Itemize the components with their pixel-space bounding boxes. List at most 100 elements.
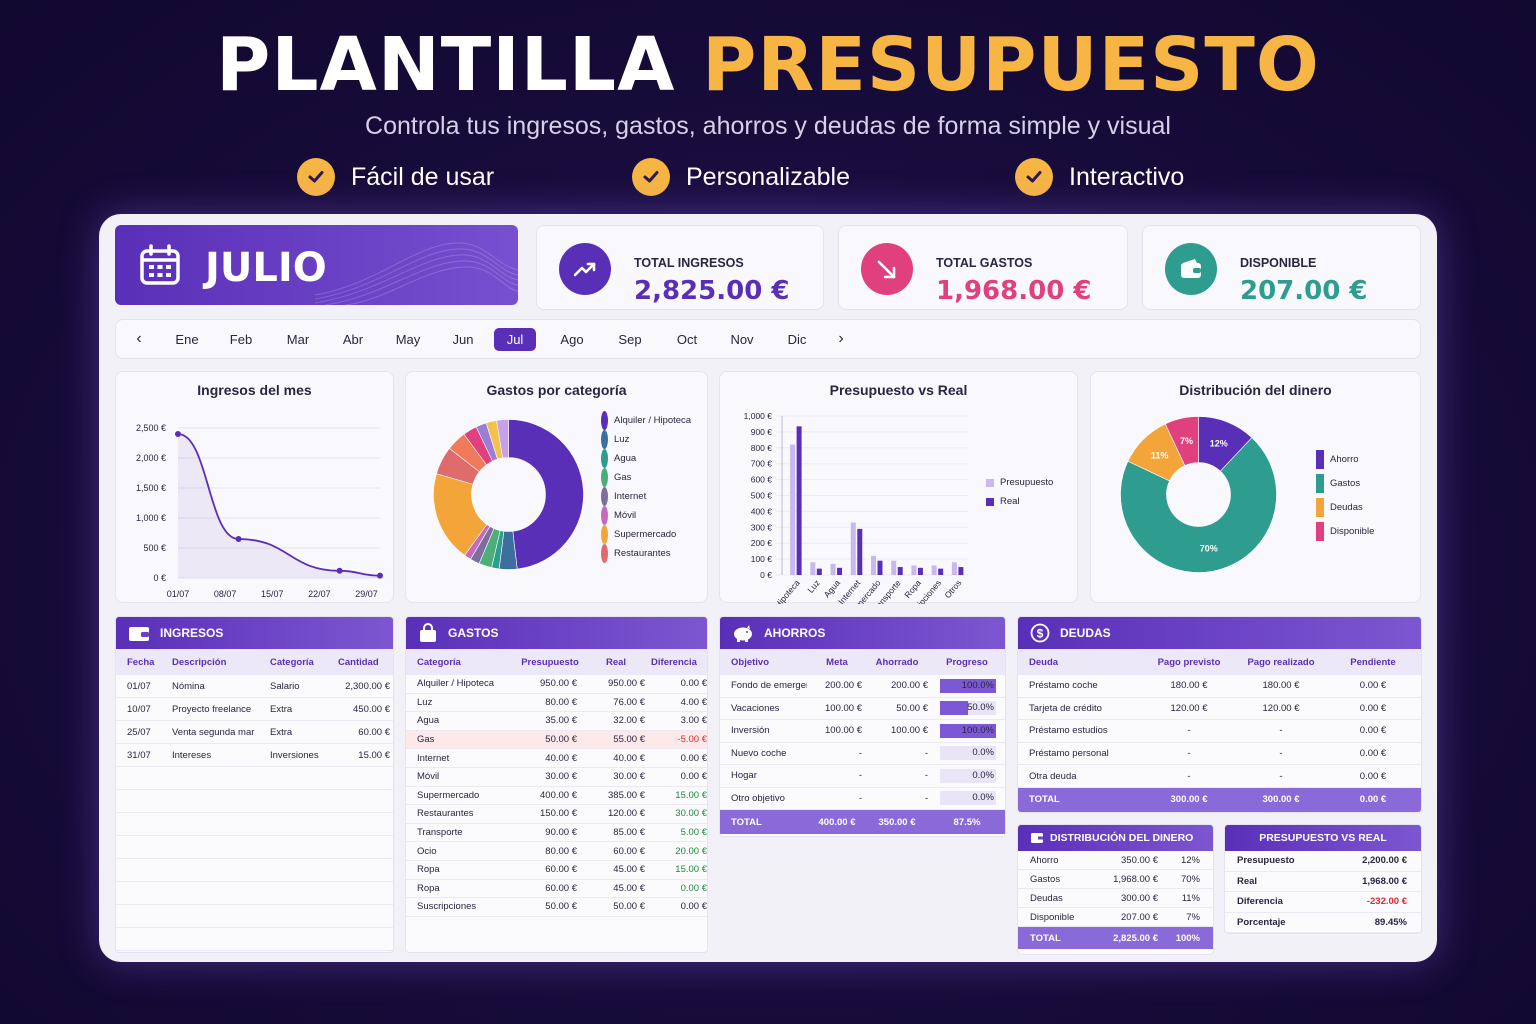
table-cell: - <box>1187 725 1191 737</box>
data-point <box>235 536 242 542</box>
pie-chart-svg: 12% 70% 11% 7% <box>1120 416 1277 573</box>
y-tick-label: 400 € <box>751 506 773 516</box>
table-row: Ahorro 350.00 € 12% <box>1018 851 1213 870</box>
bar-budget <box>810 562 816 575</box>
table-cell: 400.00 € <box>540 789 577 801</box>
bar-real <box>837 567 843 575</box>
legend-item: Real <box>986 492 1053 511</box>
table-cell: 50.00 € <box>545 901 577 913</box>
table-cell: 120.00 € <box>1170 702 1208 714</box>
table-cell: 80.00 € <box>545 696 577 708</box>
legend-label: Agua <box>614 453 637 464</box>
progress-value: 0.0% <box>972 747 994 759</box>
month-tab-feb[interactable]: Feb <box>229 331 253 347</box>
table-cell: 31/07 <box>127 749 151 761</box>
prev-month-arrow-icon[interactable]: ‹ <box>136 330 142 347</box>
table-cell: 0.00 € <box>680 771 707 783</box>
table-cell: Intereses <box>172 749 212 761</box>
month-tab-jul[interactable]: Jul <box>494 327 536 351</box>
table-cell: 0.00 € <box>680 678 707 690</box>
bar-real <box>958 567 964 575</box>
progress-bar: 100.0% <box>940 678 996 693</box>
table-cell: 4.00 € <box>680 696 707 708</box>
table-row: Alquiler / Hipoteca 950.00 € 950.00 € 0.00 … <box>406 675 707 694</box>
legend-item: Deudas <box>1316 495 1374 519</box>
empty-table-row <box>116 859 393 882</box>
next-month-arrow-icon[interactable]: › <box>838 330 844 347</box>
table-cell: 1,968.00 € <box>1113 873 1158 885</box>
month-tab-sep[interactable]: Sep <box>618 331 642 347</box>
table-row: 25/07 Venta segunda mar Extra 60.00 € <box>116 721 393 744</box>
chart-title: Gastos por categoría <box>486 382 627 398</box>
table-cell: 40.00 € <box>545 752 577 764</box>
table-row: Luz 80.00 € 76.00 € 4.00 € <box>406 694 707 713</box>
table-cell: 207.00 € <box>1121 911 1158 923</box>
bar-budget <box>850 522 856 575</box>
bar-real <box>917 567 923 575</box>
total-value: 100% <box>1175 932 1200 944</box>
progress-bar: 0.0% <box>940 746 996 761</box>
legend-label: Gastos <box>1330 477 1361 489</box>
column-header: Categoría <box>270 656 314 668</box>
table-cell: 12% <box>1180 854 1200 866</box>
table-cell: Gastos <box>1030 873 1061 885</box>
table-cell: Nómina <box>172 680 205 692</box>
expense-category-slice <box>508 419 584 570</box>
progress-value: 50.0% <box>967 702 994 714</box>
legend-label: Presupuesto <box>1000 477 1054 488</box>
budget-vs-real-bar-chart: Presupuesto vs Real 1,000 € 900 € 800 € 700… <box>719 371 1078 604</box>
table-cell: 200.00 € <box>825 680 862 692</box>
bar-budget <box>871 555 876 575</box>
y-tick-label: 0 € <box>153 573 166 583</box>
y-tick-label: 1,000 € <box>136 513 166 523</box>
column-header: Ahorrado <box>875 656 919 668</box>
month-tab-may[interactable]: May <box>395 331 421 347</box>
month-tab-ene[interactable]: Ene <box>175 331 199 347</box>
legend-item: Gas <box>601 468 691 487</box>
distribution-slice <box>1120 437 1277 573</box>
table-body: 01/07 Nómina Salario 2,300.00 € 10/07 Proyect… <box>116 675 393 951</box>
table-cell: Real <box>1237 875 1258 887</box>
y-tick-label: 1,000 € <box>744 411 773 421</box>
legend-swatch <box>601 430 608 449</box>
trend-down-icon <box>861 243 913 295</box>
x-tick-label: 15/07 <box>261 589 284 599</box>
column-header: Pago previsto <box>1157 656 1221 668</box>
table-cell: 60.00 € <box>545 864 577 876</box>
table-cell: 350.00 € <box>1121 854 1158 866</box>
month-tab-dic[interactable]: Dic <box>787 331 807 347</box>
table-column-headers: Deuda Pago previsto Pago realizado Pendi… <box>1018 649 1421 675</box>
table-cell: 15.00 € <box>675 789 707 801</box>
table-row: Préstamo estudios - - 0.00 € <box>1018 720 1421 743</box>
month-tab-jun[interactable]: Jun <box>452 331 474 347</box>
table-title: GASTOS <box>448 626 499 640</box>
piggy-bank-icon <box>734 625 752 642</box>
month-tab-abr[interactable]: Abr <box>342 331 364 347</box>
distribution-slice <box>1164 416 1199 466</box>
total-label: TOTAL <box>1030 932 1061 944</box>
month-tab-nov[interactable]: Nov <box>730 331 754 347</box>
month-tab-ago[interactable]: Ago <box>560 331 584 347</box>
legend-label: Ahorro <box>1330 453 1359 465</box>
table-row: 10/07 Proyecto freelance Extra 450.00 € <box>116 698 393 721</box>
total-value: 0.00 € <box>1359 794 1387 806</box>
table-column-headers: Categoría Presupuesto Real Diferencia <box>406 649 707 675</box>
month-tab-mar[interactable]: Mar <box>286 331 310 347</box>
progress-cell: 100.0% <box>932 678 1002 693</box>
table-row: Real 1,968.00 € <box>1225 872 1421 892</box>
table-cell: 0.00 € <box>680 752 707 764</box>
legend-label: Móvil <box>614 510 637 521</box>
x-tick-label: 22/07 <box>308 589 331 599</box>
month-tab-oct[interactable]: Oct <box>676 331 698 347</box>
empty-table-row <box>116 905 393 928</box>
title-white-part: PLANTILLA <box>216 22 676 108</box>
legend-item: Alquiler / Hipoteca <box>601 411 691 430</box>
progress-cell: 0.0% <box>932 746 1002 761</box>
chart-legend: Presupuesto Real <box>986 473 1053 511</box>
legend-label: Internet <box>614 491 647 502</box>
legend-item: Móvil <box>601 506 691 525</box>
column-header: Meta <box>826 656 848 668</box>
table-header: GASTOS <box>406 617 707 649</box>
empty-table-row <box>116 790 393 813</box>
expense-category-slice <box>496 419 509 459</box>
